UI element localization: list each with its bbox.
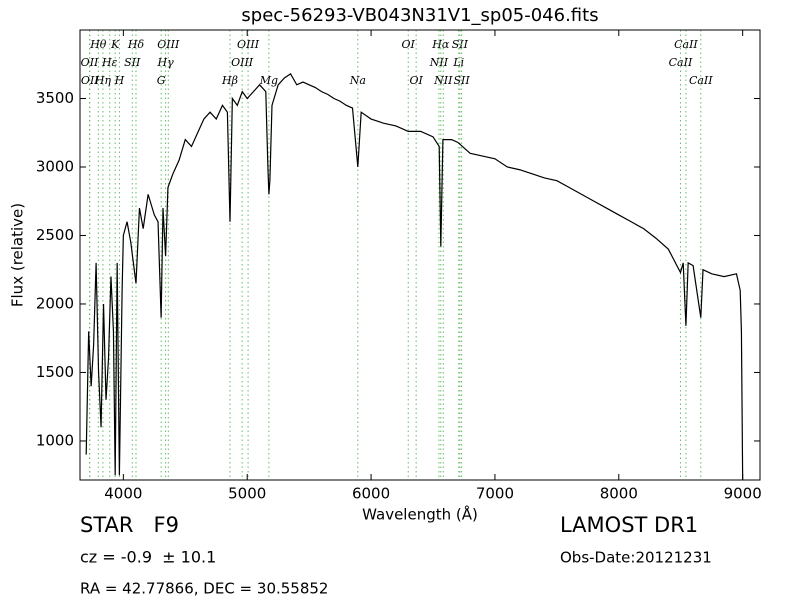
spectral-line-label: Hθ: [89, 38, 107, 51]
spectral-line-label: Hε: [101, 56, 118, 69]
obs-date: Obs-Date:20121231: [560, 549, 712, 567]
spectral-line-label: Li: [452, 56, 464, 69]
object-class: STAR F9: [80, 513, 179, 537]
spectral-line-label: Hβ: [221, 74, 238, 87]
spectral-line-label: G: [157, 74, 166, 87]
spectral-line-label: Hδ: [127, 38, 145, 51]
y-tick-label: 2500: [36, 226, 74, 244]
spectral-line-label: OII: [81, 74, 99, 87]
spectral-line-label: OI: [402, 38, 416, 51]
x-axis-label: Wavelength (Å): [362, 505, 478, 524]
spectral-line-label: CaII: [689, 74, 713, 87]
spectral-line-label: SII: [452, 38, 469, 51]
spectral-line-label: SII: [454, 74, 471, 87]
x-tick-label: 6000: [352, 485, 390, 503]
spectral-line-label: OIII: [157, 38, 180, 51]
spectral-line-label: H: [114, 74, 125, 87]
y-tick-label: 3500: [36, 89, 74, 107]
coordinates: RA = 42.77866, DEC = 30.55852: [80, 580, 328, 598]
spectral-line-label: SII: [124, 56, 141, 69]
redshift: cz = -0.9 ± 10.1: [80, 548, 216, 567]
spectral-line-label: Na: [349, 74, 366, 87]
x-tick-label: 8000: [600, 485, 638, 503]
spectral-line-label: Mg: [259, 74, 278, 87]
y-axis-label: Flux (relative): [9, 203, 27, 307]
spectral-line-label: CaII: [669, 56, 693, 69]
spectral-line-label: CaII: [674, 38, 698, 51]
y-tick-label: 3000: [36, 157, 74, 175]
x-tick-label: 4000: [104, 485, 142, 503]
spectral-line-label: OI: [409, 74, 423, 87]
spectral-line-label: NII: [433, 74, 453, 87]
spectral-line-label: OIII: [237, 38, 260, 51]
spectral-line-label: Hγ: [157, 56, 175, 69]
spectral-line-label: NII: [429, 56, 449, 69]
y-tick-label: 2000: [36, 294, 74, 312]
spectral-line-label: OIII: [231, 56, 254, 69]
y-tick-label: 1000: [36, 431, 74, 449]
spectral-line-label: Hη: [94, 74, 112, 87]
y-tick-label: 1500: [36, 363, 74, 381]
chart-title: spec-56293-VB043N31V1_sp05-046.fits: [241, 5, 598, 26]
x-tick-label: 5000: [228, 485, 266, 503]
plot-frame: [79, 29, 761, 481]
spectrum: [85, 72, 744, 480]
x-tick-label: 7000: [476, 485, 514, 503]
spectral-line-label: Hα: [431, 38, 450, 51]
spectral-line-label: K: [110, 38, 120, 51]
x-tick-label: 9000: [724, 485, 762, 503]
survey: LAMOST DR1: [560, 513, 698, 537]
